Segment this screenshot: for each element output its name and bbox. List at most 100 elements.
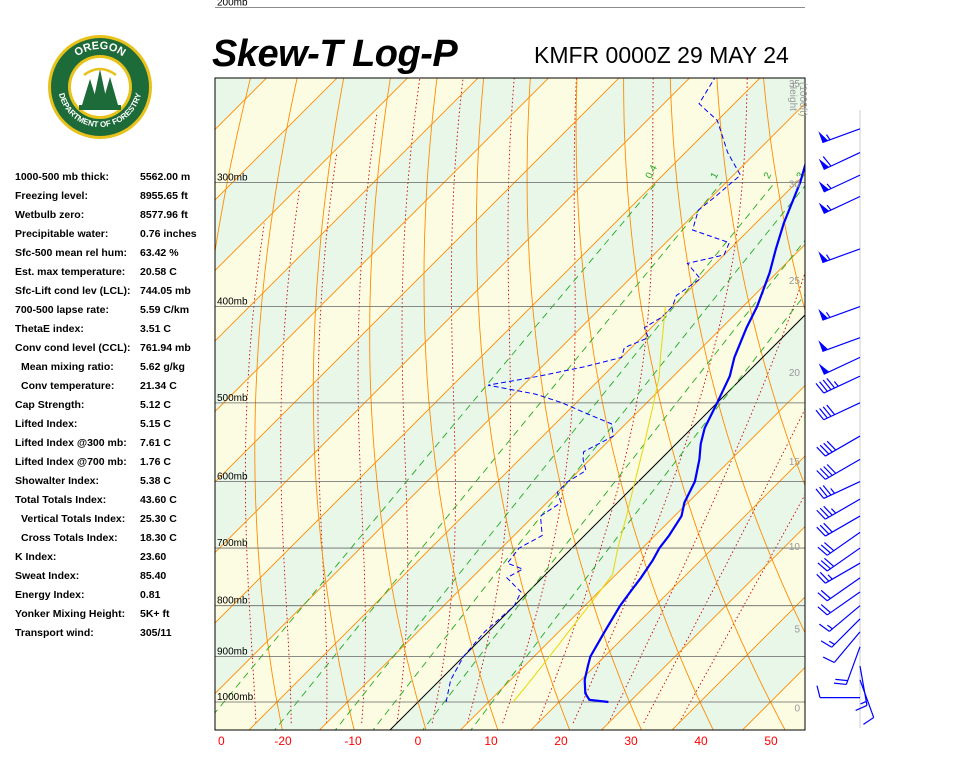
height-tick-label: 0: [794, 704, 800, 715]
moist-adiabat: [431, 78, 464, 724]
wind-barb-staff: [823, 480, 861, 499]
wind-barb-staff: [823, 152, 861, 171]
wind-barb-full: [816, 470, 826, 480]
wind-barb: [818, 605, 861, 632]
wind-barb: [859, 679, 875, 725]
index-label: Yonker Mixing Height:: [15, 608, 126, 620]
chart-title: Skew-T Log-P: [212, 33, 458, 75]
wind-barb: [817, 547, 861, 572]
wind-barb-full: [820, 604, 831, 614]
index-label: Wetbulb zero:: [15, 209, 85, 221]
wind-barb-staff: [825, 435, 861, 457]
wind-barb-half: [826, 204, 832, 211]
wind-barb-staff: [826, 577, 861, 602]
index-label: ThetaE index:: [15, 323, 84, 335]
index-row: Conv cond level (CCL): 761.94 mb: [15, 339, 215, 358]
index-value: 21.34 C: [140, 380, 177, 392]
wind-barb-flag: [818, 202, 830, 214]
wind-barb-full: [819, 468, 830, 478]
wind-barb-full: [823, 522, 833, 533]
pressure-label: 200mb: [217, 0, 248, 8]
wind-barb: [815, 375, 861, 394]
wind-barb-flag: [818, 251, 829, 263]
index-value: 5.59 C/km: [140, 304, 190, 316]
wind-barb: [816, 515, 861, 537]
index-label: Vertical Totals Index:: [21, 513, 126, 525]
wind-barb-full: [826, 464, 837, 474]
wind-barb-full: [820, 589, 831, 599]
wind-barb-full: [815, 409, 825, 421]
index-label: Precipitable water:: [15, 228, 109, 240]
wind-barb-staff: [826, 591, 861, 616]
moist-adiabat: [244, 223, 265, 724]
logo-top-text: OREGON: [72, 40, 127, 59]
index-label: Lifted Index @700 mb:: [15, 456, 127, 468]
isotherm: [530, 455, 805, 730]
wind-barb-staff: [828, 605, 861, 632]
wind-barb: [818, 174, 861, 193]
wind-barb: [820, 618, 861, 648]
wind-barb: [818, 128, 861, 144]
index-row: Lifted Index @700 mb: 1.76 C: [15, 453, 215, 472]
index-label: Cross Totals Index:: [21, 532, 118, 544]
wind-barb-full: [819, 486, 828, 498]
dry-adiabat: [312, 78, 355, 730]
mixing-ratio-line: [274, 182, 723, 730]
wind-barb: [817, 531, 861, 556]
index-value: 25.30 C: [140, 513, 177, 525]
index-row: Cross Totals Index: 18.30 C: [15, 529, 215, 548]
wind-barb-full: [823, 442, 833, 453]
temperature-band: [215, 103, 805, 730]
height-tick-label: 20: [789, 368, 801, 379]
wind-barb: [833, 646, 861, 686]
wind-barb-staff: [825, 458, 861, 480]
height-tick-label: 5: [794, 624, 800, 635]
wind-barb: [816, 435, 861, 457]
index-value: 0.76 inches: [140, 228, 197, 240]
wind-barb-staff: [822, 305, 861, 321]
wind-barb-half: [828, 640, 835, 645]
index-value: 5K+ ft: [140, 608, 170, 620]
index-value: 5.38 C: [140, 475, 171, 487]
index-label: Lifted Index:: [15, 418, 78, 430]
logo-sun-icon: [83, 67, 117, 77]
wind-barb-staff: [831, 618, 861, 648]
pressure-label: 1000mb: [217, 692, 254, 703]
height-axis-label-line: Height: [787, 82, 798, 111]
moist-adiabat: [396, 78, 421, 724]
isotherm: [318, 243, 805, 730]
wind-barb: [818, 195, 861, 214]
wind-barb-full: [824, 557, 835, 567]
wind-barb-half: [827, 574, 833, 580]
isotherm: [215, 78, 620, 483]
wind-barb-staff: [823, 356, 861, 375]
temperature-trace: [583, 161, 805, 704]
wind-barb: [815, 402, 861, 421]
dry-adiabat: [526, 78, 642, 730]
index-value: 5.12 C: [140, 399, 171, 411]
wind-barb: [818, 248, 861, 264]
wind-barb-half: [831, 508, 837, 514]
index-row: Conv temperature: 21.34 C: [15, 377, 215, 396]
wind-barb-full: [819, 524, 830, 535]
wind-barb-staff: [825, 515, 861, 537]
index-label: Showalter Index:: [15, 475, 100, 487]
dry-adiabat: [920, 0, 960, 743]
dry-adiabat: [623, 78, 786, 730]
wind-barb: [816, 562, 861, 584]
dry-adiabat: [575, 78, 714, 730]
height-tick-label: 25: [789, 276, 801, 287]
index-row: Mean mixing ratio: 5.62 g/kg: [15, 358, 215, 377]
wind-barb-staff: [859, 665, 868, 706]
index-label: Conv temperature:: [21, 380, 115, 392]
wind-barb-full: [833, 682, 847, 686]
wind-barb-full: [822, 406, 832, 417]
isotherm: [215, 102, 805, 695]
index-row: Vertical Totals Index: 25.30 C: [15, 510, 215, 529]
temperature-tick-label: 30: [624, 734, 638, 748]
index-value: 5562.00 m: [140, 171, 191, 183]
wind-barb-full: [863, 716, 875, 725]
wind-barb-full: [816, 685, 821, 698]
wind-barb: [818, 337, 861, 352]
index-value: 20.58 C: [140, 266, 177, 278]
